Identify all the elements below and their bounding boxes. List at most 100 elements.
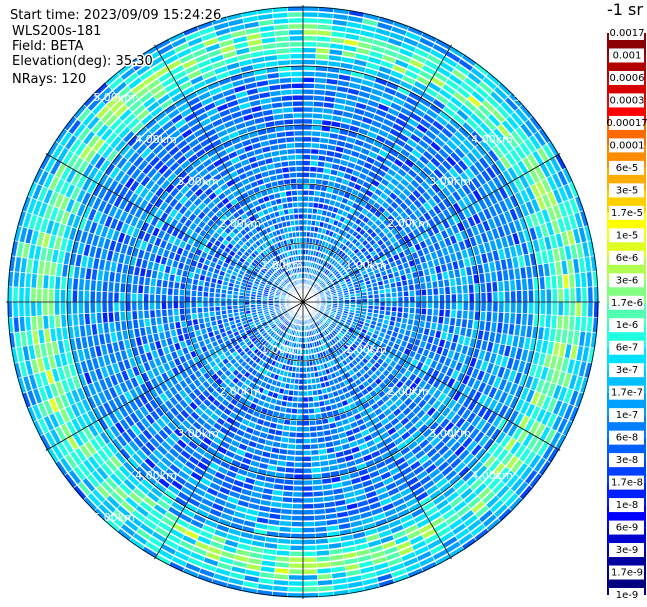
field-ray (551, 301, 588, 318)
field-ray (316, 573, 333, 581)
colorbar-label: 3e-7 (616, 365, 639, 376)
ring-label: 4.00km (471, 469, 513, 482)
ring-label: 1.00km (345, 343, 387, 356)
colorbar-label: 6e-9 (616, 523, 639, 534)
field-ray (309, 160, 319, 167)
field-ray (287, 586, 304, 593)
ring-label: 3.00km (429, 175, 471, 188)
colorbar-label: 3e-5 (616, 185, 639, 196)
colorbar-label: 3e-9 (616, 545, 639, 556)
field-ray (302, 29, 318, 36)
ring-label: 1.00km (261, 259, 303, 272)
field-ray (248, 545, 265, 560)
field-ray (12, 286, 19, 303)
colorbar-label: 1.7e-7 (611, 388, 643, 399)
field-ray (468, 291, 493, 303)
colorbar: 0.0017 0.001 0.0006 0.0003 0.00017 0.0001 6e-5… (606, 26, 647, 602)
colorbar-label-box (609, 363, 644, 378)
field-ray (302, 550, 319, 587)
elevation: Elevation(deg): 35.30 (12, 54, 153, 69)
field-ray (316, 561, 332, 569)
polar-grid (6, 5, 600, 599)
colorbar-label: 0.0001 (610, 140, 645, 151)
spoke (302, 301, 452, 560)
field-ray (329, 553, 346, 568)
field-ray (276, 549, 291, 557)
field-ray (330, 475, 342, 484)
field-ray (420, 288, 427, 297)
spoke (45, 301, 304, 451)
field-ray (273, 23, 291, 55)
colorbar-label-box (609, 250, 644, 265)
field-ray (562, 273, 570, 289)
spoke (302, 301, 561, 451)
colorbar-label: 1.7e-9 (611, 568, 643, 579)
colorbar-label-box (609, 340, 644, 355)
colorbar-label: 6e-5 (616, 163, 639, 174)
colorbar-unit: -1 sr (607, 0, 643, 19)
ring-label: 3.00km (177, 175, 219, 188)
colorbar-label-box (609, 543, 644, 558)
ring-label: 1.00km (261, 343, 303, 356)
ring-label: 3.00km (429, 427, 471, 440)
colorbar-label-box (609, 295, 644, 310)
field-ray (30, 287, 55, 303)
ring-label: 1.00km (345, 259, 387, 272)
ring-label: 4.00km (471, 133, 513, 146)
field-ray (315, 53, 330, 61)
colorbar-label-box (609, 498, 644, 513)
field-ray (288, 23, 304, 30)
ring-label: 2.00km (387, 385, 429, 398)
field-ray (101, 311, 115, 324)
field-ray (42, 301, 55, 316)
ring-label: 5.00km (93, 511, 135, 524)
colorbar-label-box (609, 430, 644, 445)
spoke (154, 301, 304, 560)
colorbar-label: 0.00017 (606, 118, 647, 129)
ring-labels: 1.00km 1.00km 1.00km 1.00km 2.00km 2.00km 2.00… (93, 91, 555, 524)
field-ray (274, 561, 290, 569)
field-ray (549, 327, 557, 343)
colorbar-label: 1.7e-5 (611, 208, 643, 219)
colorbar-label-box (609, 318, 644, 333)
field-ray (31, 259, 40, 275)
colorbar-label-box (609, 205, 644, 220)
colorbar-label-box (609, 70, 644, 85)
field-ray (330, 30, 346, 39)
field-ray (551, 286, 588, 303)
ring-label: 5.00km (513, 91, 555, 104)
field-ray (302, 35, 318, 42)
ring-label: 4.00km (135, 469, 177, 482)
field-ray (20, 330, 28, 347)
field-ray (556, 274, 564, 289)
colorbar-label-box (609, 183, 644, 198)
field-ray (568, 273, 576, 289)
colorbar-label: 1e-6 (616, 320, 639, 331)
colorbar-label-box (609, 26, 644, 40)
field-ray (568, 315, 576, 331)
ring-label: 2.00km (219, 385, 261, 398)
colorbar-label: 0.0006 (610, 73, 645, 84)
colorbar-label-box (609, 385, 644, 400)
field-ray (557, 288, 564, 303)
colorbar-label: 3e-8 (616, 455, 639, 466)
field-ray (569, 301, 576, 317)
ring-label: 5.00km (93, 91, 135, 104)
field-ray (307, 396, 314, 403)
colorbar-label-box (609, 93, 644, 108)
colorbar-label: 0.0003 (610, 95, 645, 106)
field-ray (137, 284, 144, 294)
spoke (45, 153, 304, 303)
colorbar-label: 3e-6 (616, 275, 639, 286)
ring-label: 5.00km (513, 511, 555, 524)
colorbar-label-box (609, 453, 644, 468)
colorbar-label: 1e-7 (616, 410, 639, 421)
colorbar-label: 1.7e-6 (611, 298, 643, 309)
colorbar-label-box (609, 475, 644, 490)
field-ray (569, 287, 576, 303)
field-ray (302, 556, 318, 575)
field-ray (139, 267, 147, 278)
colorbar-label-box (609, 138, 644, 153)
field-ray (276, 543, 291, 551)
